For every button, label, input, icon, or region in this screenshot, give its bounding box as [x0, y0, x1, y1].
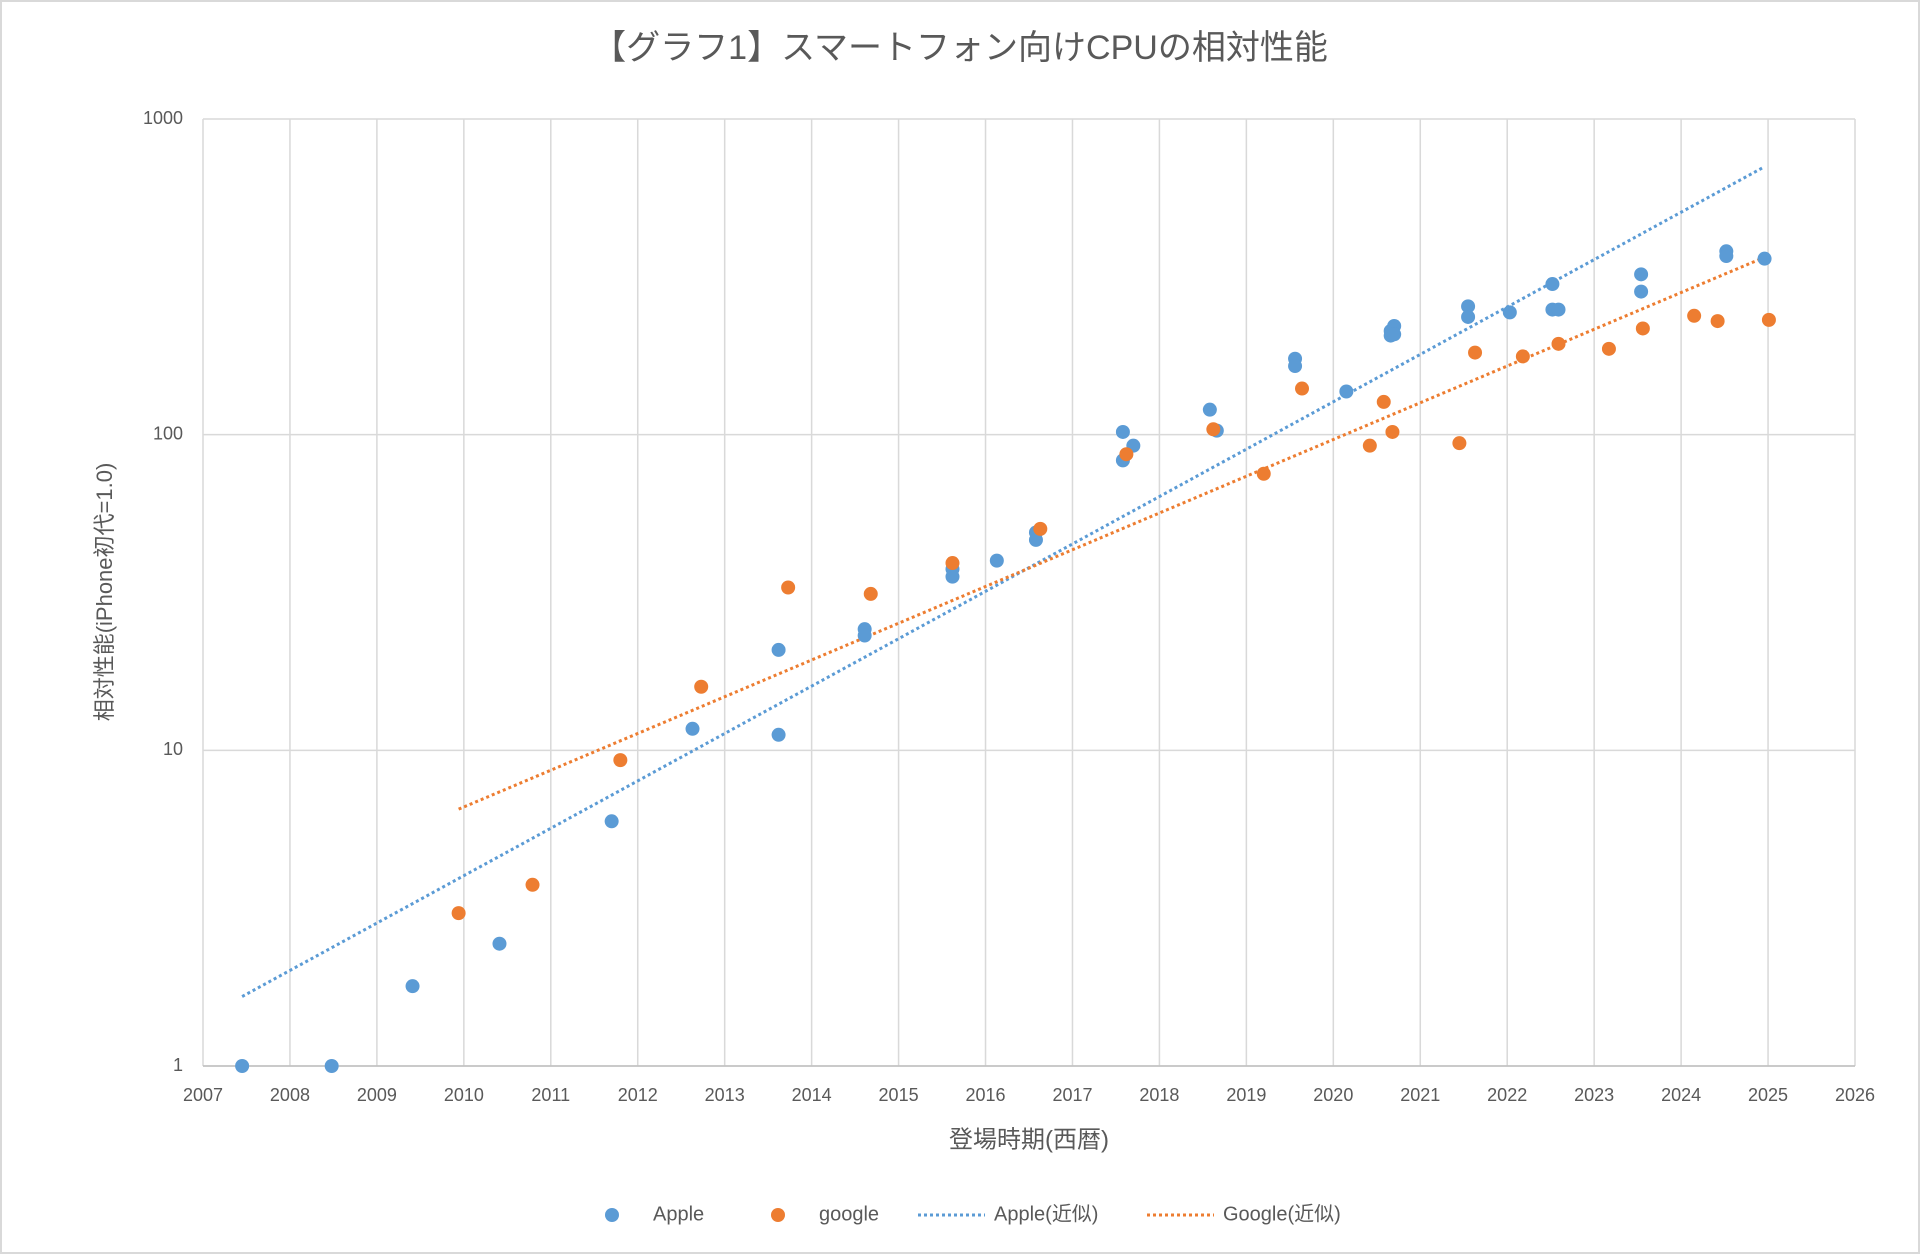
x-tick-label: 2026 — [1835, 1085, 1875, 1105]
y-axis-label: 相対性能(iPhone初代=1.0) — [92, 463, 117, 722]
x-tick-label: 2017 — [1052, 1085, 1092, 1105]
data-point — [235, 1059, 250, 1073]
x-tick-label: 2014 — [792, 1085, 832, 1105]
x-tick-label: 2007 — [183, 1085, 223, 1105]
data-point — [1710, 314, 1725, 329]
data-point — [857, 628, 872, 643]
data-point — [1256, 466, 1271, 481]
data-point — [451, 906, 466, 921]
data-point — [604, 814, 619, 829]
x-tick-label: 2013 — [705, 1085, 745, 1105]
data-point — [1119, 447, 1134, 462]
data-point — [685, 721, 700, 736]
y-tick-label: 1000 — [143, 108, 183, 128]
data-point — [1202, 402, 1217, 417]
data-point — [492, 936, 507, 951]
data-point — [1385, 424, 1400, 439]
data-point — [1028, 532, 1043, 547]
x-tick-label: 2018 — [1139, 1085, 1179, 1105]
data-point — [863, 586, 878, 601]
y-tick-label: 100 — [153, 423, 183, 443]
data-point — [1452, 436, 1467, 451]
data-point — [1115, 424, 1130, 439]
data-point — [613, 753, 628, 768]
x-tick-label: 2012 — [618, 1085, 658, 1105]
data-point — [1295, 381, 1310, 396]
legend-marker — [771, 1208, 785, 1222]
y-tick-label: 1 — [173, 1055, 183, 1075]
data-point — [1719, 249, 1734, 264]
data-point — [1634, 284, 1649, 299]
data-point — [525, 877, 540, 892]
x-tick-label: 2021 — [1400, 1085, 1440, 1105]
data-point — [945, 556, 960, 571]
data-point — [1551, 336, 1566, 351]
data-point — [694, 679, 709, 694]
data-point — [989, 553, 1004, 568]
x-axis-label: 登場時期(西暦) — [949, 1126, 1109, 1153]
data-point — [1757, 251, 1772, 266]
trend-line — [241, 165, 1766, 998]
data-point — [1502, 305, 1517, 320]
legend-label: google — [819, 1203, 879, 1225]
data-point — [1634, 267, 1649, 282]
x-tick-label: 2011 — [531, 1085, 570, 1105]
x-tick-label: 2016 — [966, 1085, 1006, 1105]
data-point — [1515, 349, 1530, 364]
data-point — [324, 1059, 339, 1073]
y-tick-label: 10 — [163, 739, 183, 759]
data-point — [1339, 384, 1354, 399]
data-point — [1687, 308, 1702, 323]
x-tick-label: 2020 — [1313, 1085, 1353, 1105]
data-point — [1461, 299, 1476, 314]
data-point — [771, 642, 786, 657]
x-tick-label: 2010 — [444, 1085, 484, 1105]
data-point — [1468, 345, 1483, 360]
data-point — [781, 580, 796, 595]
x-tick-label: 2009 — [357, 1085, 397, 1105]
chart-title: 【グラフ1】スマートフォン向けCPUの相対性能 — [592, 29, 1328, 67]
data-point — [1545, 277, 1560, 292]
x-tick-label: 2008 — [270, 1085, 310, 1105]
trend-line — [458, 258, 1760, 811]
legend-label: Google(近似) — [1223, 1202, 1341, 1225]
x-tick-label: 2025 — [1748, 1085, 1788, 1105]
x-tick-label: 2022 — [1487, 1085, 1527, 1105]
data-point — [1601, 341, 1616, 356]
data-point — [1635, 321, 1650, 336]
data-point — [1033, 521, 1048, 536]
x-tick-label: 2023 — [1574, 1085, 1614, 1105]
legend-marker — [605, 1208, 619, 1222]
data-point — [1376, 394, 1391, 409]
data-point — [1387, 327, 1402, 342]
legend-label: Apple(近似) — [994, 1202, 1098, 1225]
x-tick-label: 2015 — [879, 1085, 919, 1105]
data-point — [1761, 312, 1776, 327]
data-point — [945, 569, 960, 584]
data-point — [1288, 359, 1303, 374]
legend-label: Apple — [653, 1203, 704, 1225]
x-tick-label: 2019 — [1226, 1085, 1266, 1105]
data-point — [1362, 438, 1377, 453]
x-tick-label: 2024 — [1661, 1085, 1701, 1105]
data-point — [405, 979, 420, 994]
data-point — [1551, 302, 1566, 317]
data-point — [1461, 309, 1476, 324]
data-point — [771, 727, 786, 742]
data-point — [1206, 422, 1221, 437]
